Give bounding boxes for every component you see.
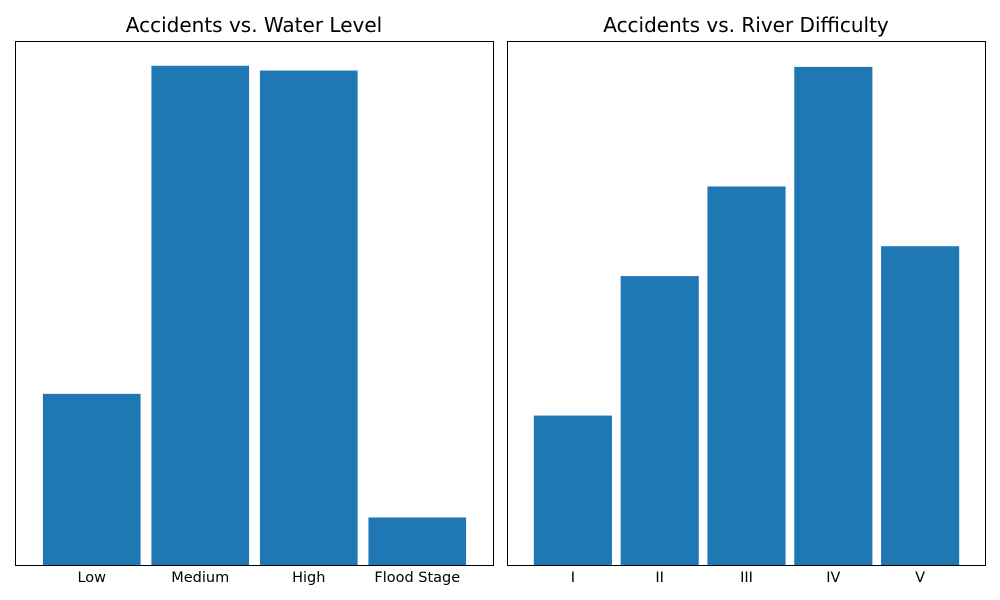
chart-panel-water-level: Accidents vs. Water Level Low Medium High F… (15, 13, 494, 586)
bar-water-level-2 (259, 70, 358, 565)
bars-river-difficulty (533, 66, 960, 566)
x-tick-label-river-difficulty-4: V (915, 570, 925, 586)
x-tick-label-river-difficulty-2: III (740, 570, 753, 586)
x-tick-label-water-level-1: Medium (171, 570, 229, 586)
chart-title-river-difficulty: Accidents vs. River Difficulty (603, 13, 889, 37)
x-tick-labels-water-level: Low Medium High Flood Stage (77, 570, 460, 586)
bar-river-difficulty-2 (707, 186, 786, 565)
bar-river-difficulty-0 (533, 415, 612, 565)
plot-frame-water-level (15, 41, 494, 566)
x-tick-label-river-difficulty-1: II (655, 570, 664, 586)
x-tick-label-water-level-0: Low (77, 570, 106, 586)
x-tick-labels-river-difficulty: I II III IV V (571, 570, 925, 586)
bar-water-level-1 (151, 65, 250, 566)
x-tick-label-water-level-3: Flood Stage (374, 570, 460, 586)
chart-title-water-level: Accidents vs. Water Level (126, 13, 382, 37)
bar-river-difficulty-3 (794, 66, 873, 566)
plot-frame-river-difficulty (507, 41, 986, 566)
bar-water-level-0 (42, 393, 141, 565)
x-tick-label-river-difficulty-3: IV (826, 570, 840, 586)
x-tick-label-river-difficulty-0: I (571, 570, 575, 586)
bar-river-difficulty-1 (620, 276, 699, 565)
x-tick-label-water-level-2: High (292, 570, 325, 586)
bars-water-level (42, 65, 467, 566)
bar-water-level-3 (368, 517, 467, 565)
bar-river-difficulty-4 (881, 246, 960, 565)
chart-panel-river-difficulty: Accidents vs. River Difficulty I II III IV V (507, 13, 986, 586)
